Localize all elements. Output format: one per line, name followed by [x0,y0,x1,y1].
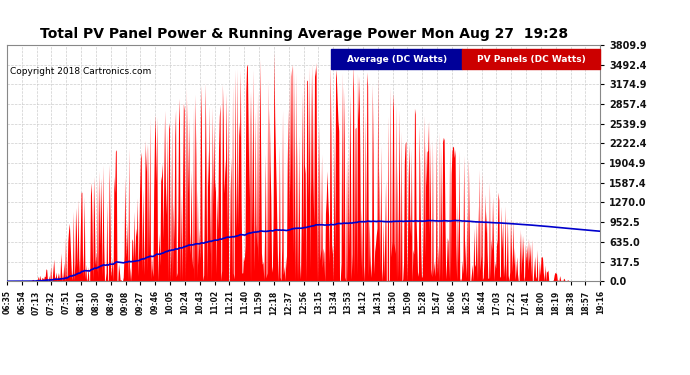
Title: Total PV Panel Power & Running Average Power Mon Aug 27  19:28: Total PV Panel Power & Running Average P… [39,27,568,41]
Text: PV Panels (DC Watts): PV Panels (DC Watts) [477,55,586,64]
Text: Average (DC Watts): Average (DC Watts) [346,55,447,64]
Text: Copyright 2018 Cartronics.com: Copyright 2018 Cartronics.com [10,68,152,76]
